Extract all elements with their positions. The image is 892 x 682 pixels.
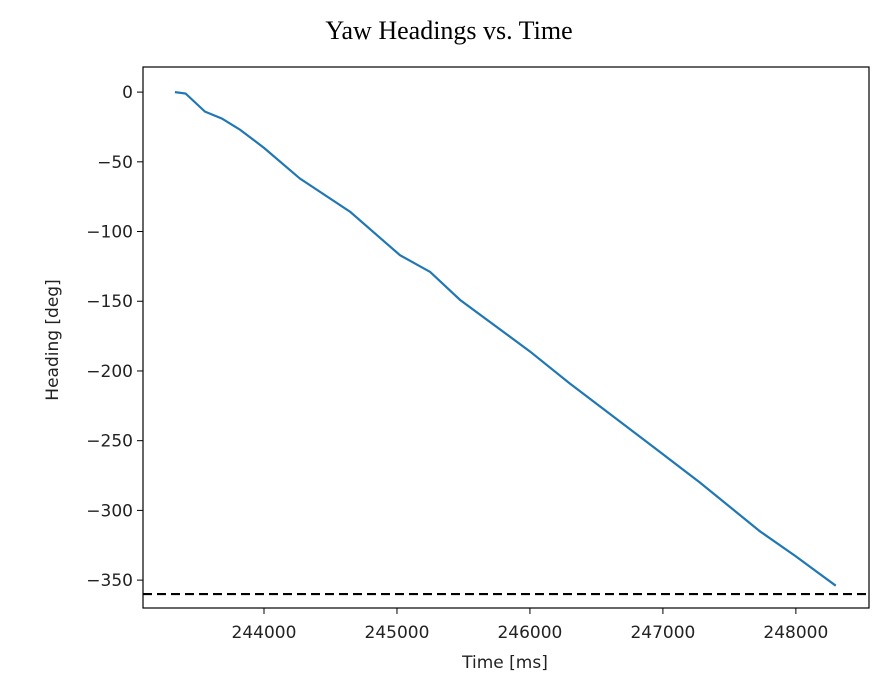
y-tick-label: −100 [86,223,133,243]
plot-frame [142,66,870,609]
x-axis-label: Time [ms] [461,653,548,673]
x-tick-label: 244000 [232,623,297,643]
y-tick-label: −200 [86,362,133,382]
chart-title: Yaw Headings vs. Time [325,16,572,45]
x-tick-label: 247000 [630,623,695,643]
y-tick-label: −300 [86,501,133,521]
y-tick-label: 0 [122,83,133,103]
data-line [174,91,837,587]
x-tick-label: 248000 [763,623,828,643]
y-tick-label: −350 [86,571,133,591]
x-tick-label: 246000 [497,623,562,643]
x-tick-label: 245000 [365,623,430,643]
y-tick-label: −150 [86,292,133,312]
y-axis-label: Heading [deg] [43,279,63,400]
y-tick-label: −250 [86,432,133,452]
y-tick-label: −50 [97,153,133,173]
